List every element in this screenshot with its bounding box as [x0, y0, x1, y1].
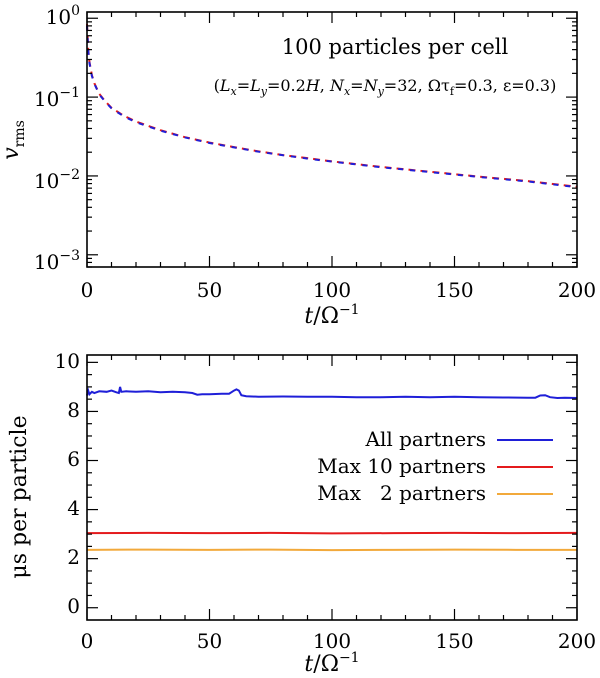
- bottom-series-line-0: [86, 386, 578, 399]
- bottom-x-tick-label-150: 150: [435, 629, 473, 653]
- top-annotation-title: 100 particles per cell: [282, 35, 509, 59]
- top-y-axis-title: vrms: [0, 120, 28, 160]
- top-y-tick-label-1e-1: 10−1: [34, 85, 80, 111]
- top-plot-frame: [86, 11, 578, 268]
- bottom-series-group: [86, 386, 578, 552]
- top-annotation-params: (Lx=Ly=0.2H, Nx=Ny=32, Ωτf=0.3, ε=0.3): [214, 76, 557, 98]
- top-x-tick-label-50: 50: [197, 278, 222, 302]
- top-y-tick-label-1e-2: 10−2: [34, 167, 80, 193]
- top-x-tick-label-200: 200: [558, 278, 596, 302]
- top-y-tick-label-1e-3: 10−3: [34, 248, 80, 274]
- bottom-y-tick-label-4: 4: [67, 496, 80, 520]
- bottom-x-tick-label-200: 200: [558, 629, 596, 653]
- bottom-y-tick-label-0: 0: [67, 594, 80, 618]
- legend-label-max-2-partners: Max 2 partners: [317, 481, 486, 505]
- bottom-y-tick-label-8: 8: [67, 398, 80, 422]
- top-x-tick-label-100: 100: [313, 278, 351, 302]
- bottom-ticks-group: [86, 355, 578, 620]
- top-series-group: [86, 23, 578, 189]
- bottom-x-axis-title: t/Ω−1: [304, 650, 359, 677]
- bottom-y-tick-label-6: 6: [67, 447, 80, 471]
- bottom-chart: 0 50 100 150 200 0 2 4 6 8 10 t/Ω−1 μs p…: [7, 349, 596, 677]
- top-x-axis-title: t/Ω−1: [304, 302, 359, 329]
- bottom-x-tick-label-50: 50: [197, 629, 222, 653]
- legend: All partners Max 10 partners Max 2 partn…: [317, 427, 553, 505]
- top-chart: 0 50 100 150 200 100 10−1 10−2 10−3 t/Ω−…: [0, 3, 596, 329]
- top-x-tick-label-150: 150: [435, 278, 473, 302]
- bottom-y-tick-label-2: 2: [67, 545, 80, 569]
- top-y-tick-label-1e0: 100: [46, 3, 80, 29]
- bottom-plot-frame: [86, 354, 578, 621]
- bottom-x-tick-label-0: 0: [81, 629, 94, 653]
- legend-label-max-10-partners: Max 10 partners: [317, 454, 486, 478]
- top-x-tick-label-0: 0: [81, 278, 94, 302]
- bottom-y-axis-title: μs per particle: [7, 415, 32, 578]
- legend-label-all-partners: All partners: [365, 427, 486, 451]
- top-series-line-blue: [86, 25, 578, 189]
- bottom-y-tick-label-10: 10: [55, 349, 80, 373]
- bottom-x-tick-label-100: 100: [313, 629, 351, 653]
